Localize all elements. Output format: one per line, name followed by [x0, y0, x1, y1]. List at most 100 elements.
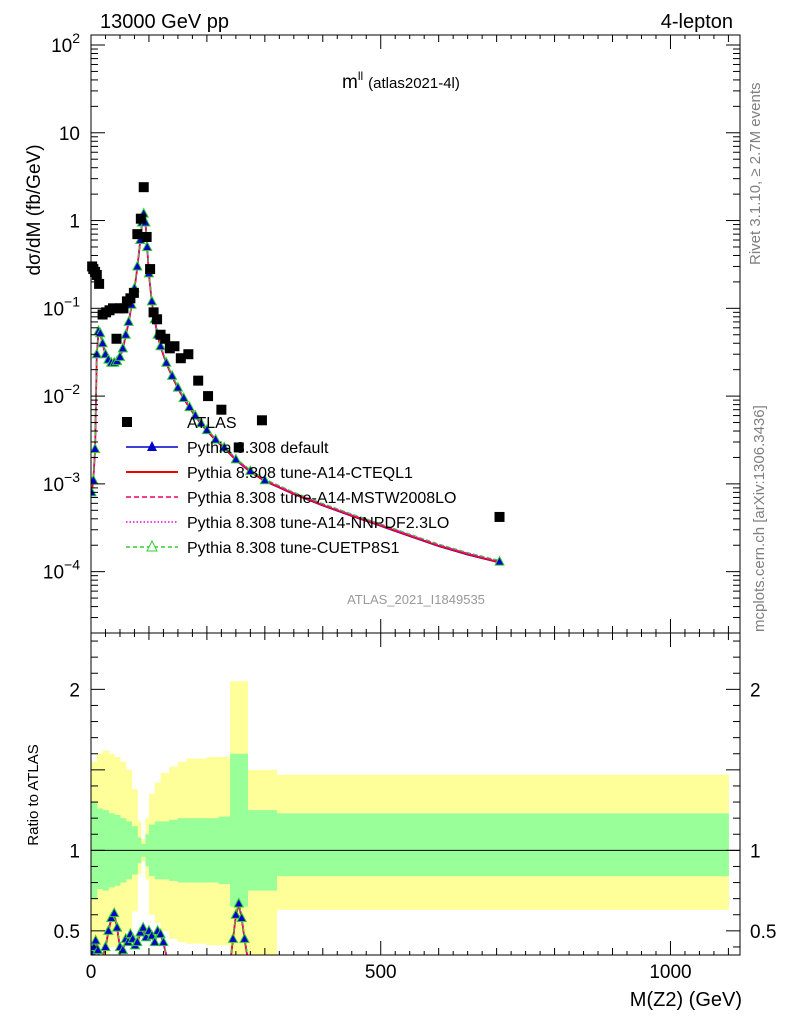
ratio-marker-default: [135, 927, 145, 936]
ratio-markers: [91, 897, 250, 955]
mc-marker-default: [115, 351, 125, 361]
mc-marker-default: [260, 475, 270, 484]
mc-marker-cuetp8s1: [91, 486, 97, 497]
ratio-marker-cuetp8s1: [108, 907, 120, 918]
ratio-marker-default: [112, 922, 122, 932]
mc-marker-default: [91, 487, 97, 496]
data-point: [125, 293, 136, 304]
mc-marker-default: [211, 434, 221, 444]
mc-marker-default: [231, 454, 241, 463]
y-tick-exp: 2: [72, 30, 80, 46]
inner-band-20: [230, 753, 248, 907]
mc-marker-default: [190, 410, 200, 420]
legend-swatch: [122, 417, 132, 427]
mc-marker-default: [167, 370, 177, 380]
ratio-marker-cuetp8s1: [233, 897, 245, 908]
mc-marker-cuetp8s1: [132, 260, 143, 271]
y-tick-label: 10−1: [43, 293, 80, 320]
mc-marker-default: [118, 343, 128, 352]
legend: ATLAS Pythia 8.308 default Pythia 8.308 tu…: [122, 415, 456, 557]
mc-marker-default: [179, 393, 189, 402]
data-point: [183, 349, 194, 360]
legend-marker: [147, 441, 157, 451]
mc-marker-cuetp8s1: [100, 348, 111, 359]
mc-marker-default: [95, 328, 105, 337]
data-point: [152, 314, 163, 325]
header-left: 13000 GeV pp: [100, 11, 229, 33]
mc-marker-default: [121, 329, 131, 339]
mc-marker-default: [124, 316, 134, 326]
mc-marker-default: [98, 338, 108, 347]
ratio-marker-default: [240, 933, 250, 943]
y-tick-label: 10−4: [43, 557, 80, 584]
plot-label-sup: ll: [358, 69, 363, 83]
mc-marker-default: [132, 261, 142, 270]
data-point: [91, 269, 102, 280]
mc-marker-default: [196, 418, 206, 427]
y-tick-base: 10: [43, 475, 64, 496]
ratio-marker-cuetp8s1: [105, 911, 117, 922]
data-point: [118, 303, 129, 314]
data-point: [145, 264, 156, 275]
x-tick-label: 0: [86, 962, 97, 983]
mc-marker-cuetp8s1: [146, 295, 158, 306]
y-tick-base: 10: [43, 387, 64, 408]
legend-label: Pythia 8.308 tune-A14-MSTW2008LO: [187, 490, 456, 507]
ratio-marker-cuetp8s1: [134, 926, 146, 937]
mc-marker-cuetp8s1: [494, 555, 505, 566]
mc-markers: [91, 207, 505, 566]
mcplots-label: mcplots.cern.ch [arXiv:1306.3436]: [751, 405, 768, 632]
x-axis-title: M(Z2) (GeV): [630, 989, 742, 1011]
data-point: [233, 442, 244, 453]
mc-marker-cuetp8s1: [141, 240, 153, 251]
mc-marker-cuetp8s1: [201, 424, 213, 435]
ratio-marker-cuetp8s1: [239, 932, 250, 943]
y-tick-label: 102: [51, 30, 80, 57]
ratio-marker-default: [147, 930, 157, 940]
legend-item-nnpdf: Pythia 8.308 tune-A14-NNPDF2.3LO: [126, 515, 449, 532]
mc-marker-default: [245, 466, 255, 475]
plot-label-sub: (atlas2021-4l): [368, 75, 460, 92]
legend-item-data: ATLAS: [122, 415, 237, 432]
ratio-marker-cuetp8s1: [149, 936, 161, 947]
ratio-marker-cuetp8s1: [236, 911, 247, 922]
ratio-frame: [90, 632, 741, 956]
mc-marker-cuetp8s1: [245, 464, 256, 476]
ratio-marker-cuetp8s1: [100, 940, 111, 951]
y-tick-label: 10: [59, 124, 80, 145]
ratio-y-tick-label-right: 2: [750, 680, 761, 701]
data-point: [256, 415, 267, 426]
data-point: [138, 182, 149, 193]
mc-marker-cuetp8s1: [178, 391, 190, 403]
mc-marker-default: [91, 443, 100, 453]
plot-label-main: m: [342, 72, 358, 93]
mc-marker-cuetp8s1: [166, 369, 178, 380]
ratio-marker-default: [237, 912, 247, 922]
mc-marker-cuetp8s1: [97, 337, 108, 348]
inner-band-22: [276, 813, 729, 877]
data-point: [494, 511, 505, 522]
mc-marker-default: [161, 357, 171, 367]
ratio-marker-default: [91, 935, 101, 945]
ratio-marker-default: [132, 937, 142, 946]
ratio-y-tick-label-right: 0.5: [750, 922, 776, 943]
ratio-marker-default: [103, 925, 113, 935]
mc-marker-cuetp8s1: [189, 409, 201, 420]
legend-item-cteql1: Pythia 8.308 tune-A14-CTEQL1: [126, 465, 413, 482]
ratio-marker-cuetp8s1: [227, 932, 239, 943]
data-point: [94, 278, 105, 289]
ratio-y-tick-label-left: 0.5: [54, 922, 80, 943]
ratio-marker-default: [234, 898, 244, 907]
data-point: [135, 213, 146, 224]
ratio-marker-cuetp8s1: [230, 908, 242, 919]
data-point: [128, 287, 139, 298]
x-tick-label: 500: [365, 962, 397, 983]
mc-marker-cuetp8s1: [195, 417, 207, 428]
data-point: [160, 333, 171, 344]
ratio-marker-cuetp8s1: [137, 921, 149, 932]
mc-marker-cuetp8s1: [120, 328, 132, 339]
ratio-marker-cuetp8s1: [111, 921, 123, 932]
mc-marker-default: [142, 241, 152, 251]
y-tick-label: 10−2: [43, 381, 80, 408]
y-tick-base: 10: [51, 36, 72, 57]
